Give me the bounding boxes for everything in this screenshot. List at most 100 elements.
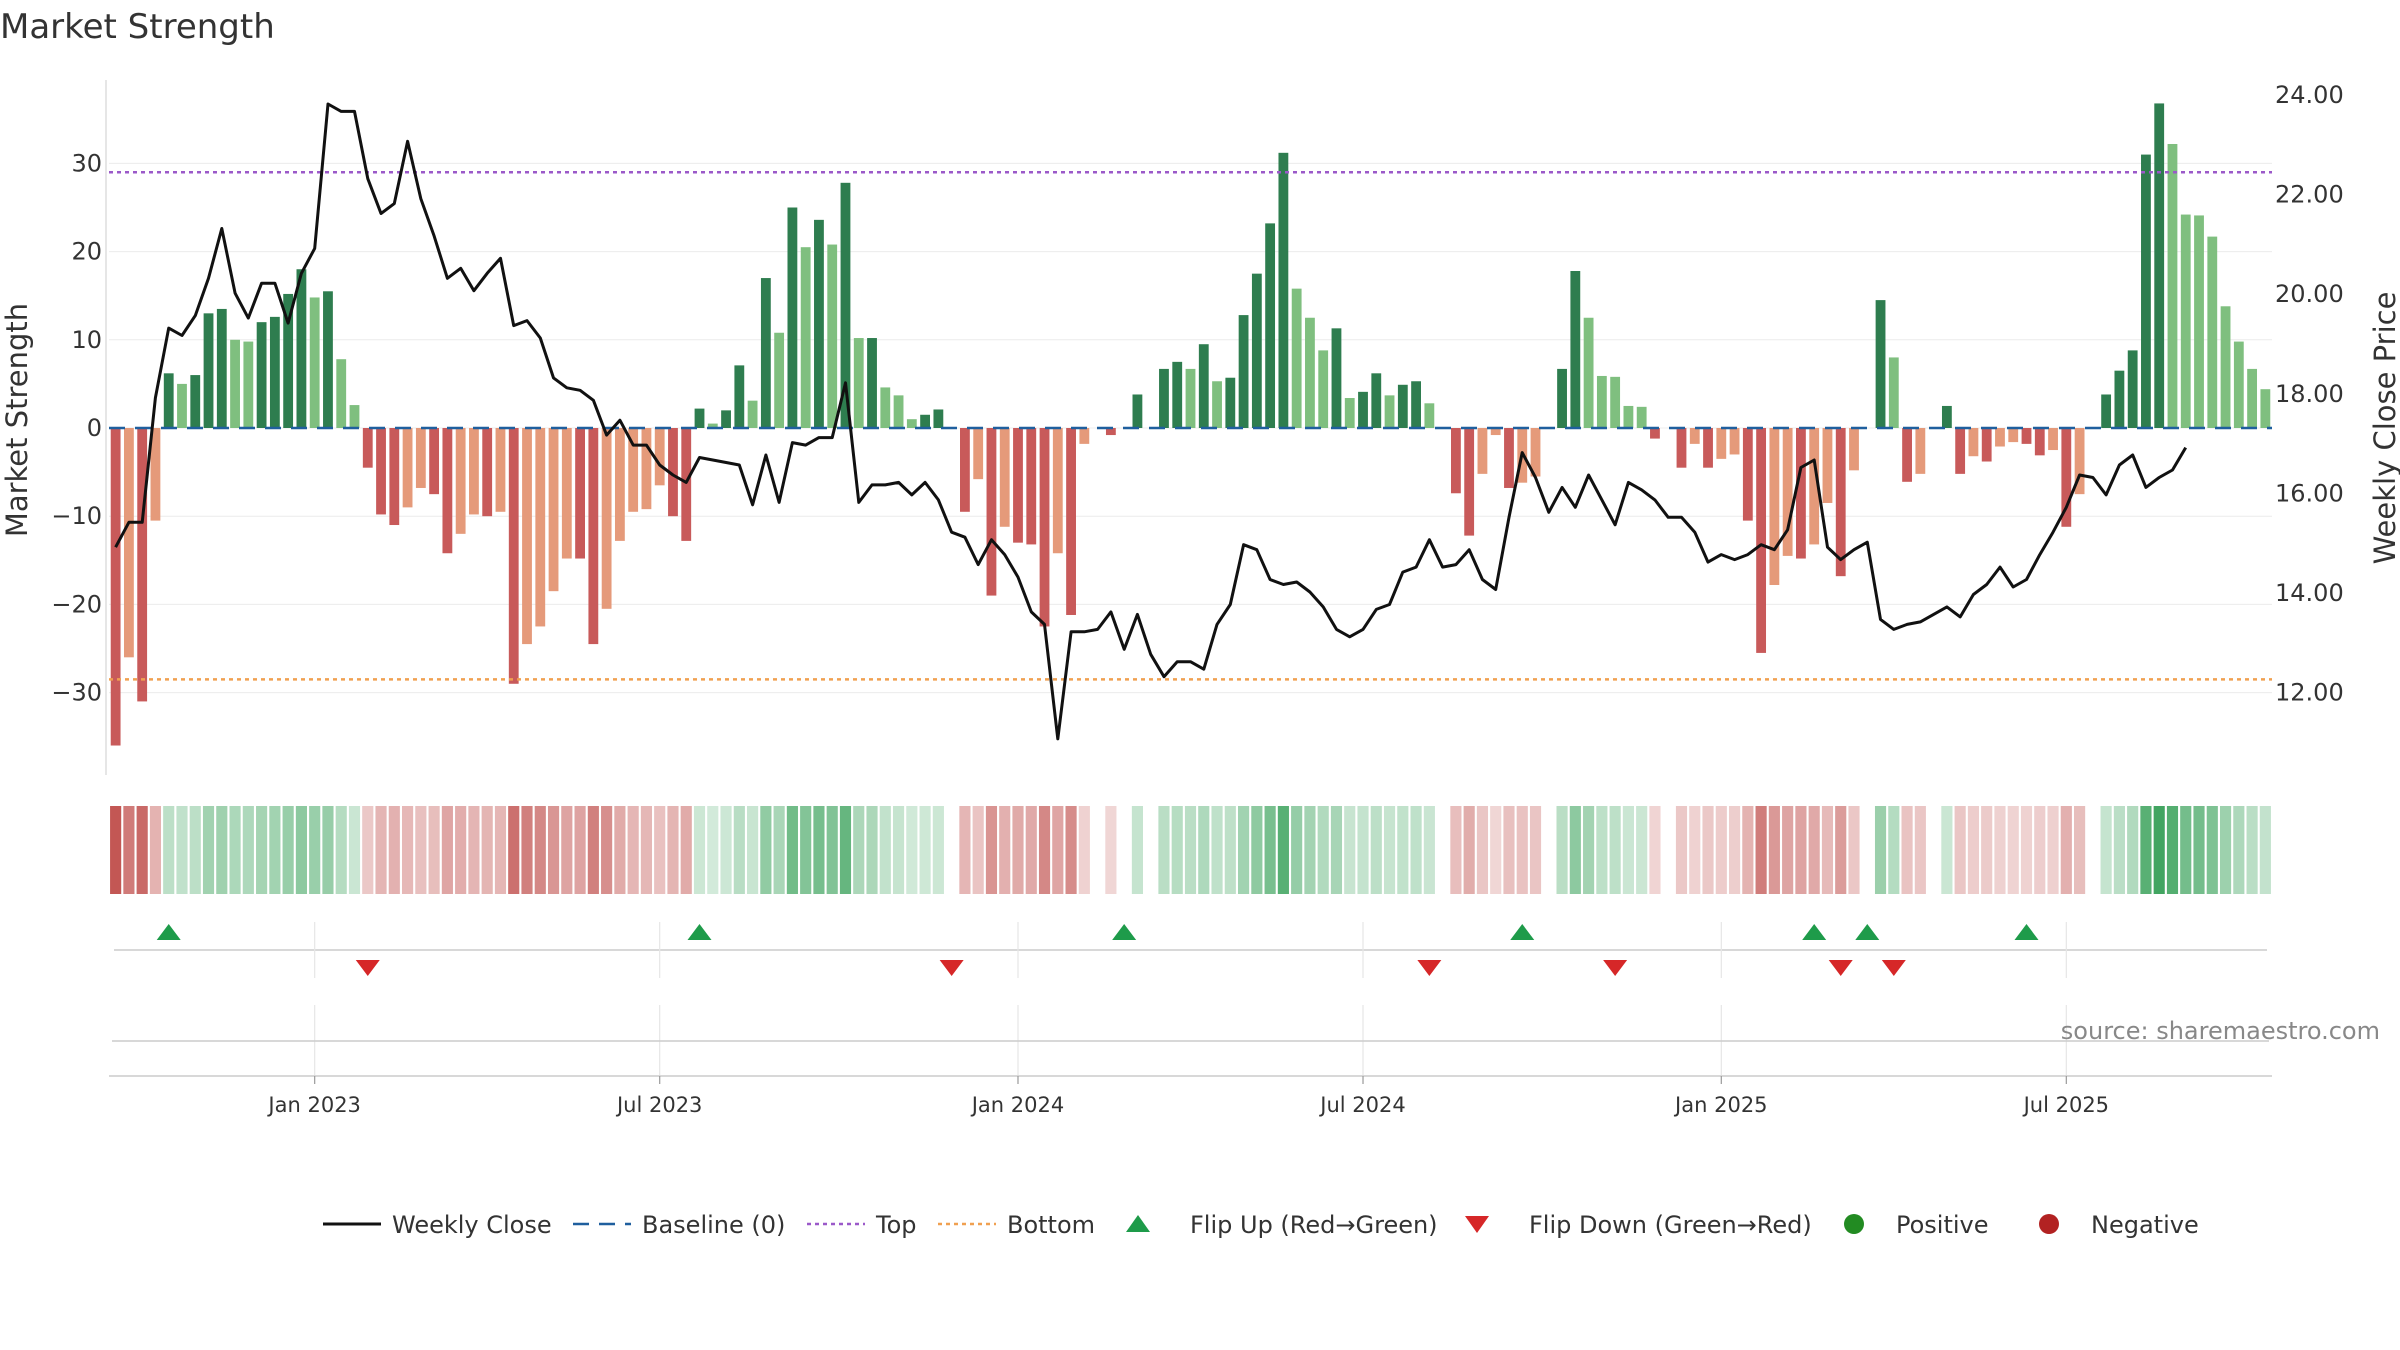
- strength-bar: [1596, 375, 1607, 428]
- heat-cell: [1981, 806, 1993, 894]
- flip-down-marker: [1828, 960, 1853, 976]
- strength-bar: [150, 428, 161, 521]
- heat-cell: [1583, 806, 1595, 894]
- right-tick-label: 16.00: [2275, 479, 2344, 507]
- heat-cell: [428, 806, 440, 894]
- date-tick-label: Jul 2025: [2022, 1093, 2109, 1117]
- heat-cell: [1715, 806, 1727, 894]
- strength-bar: [1265, 223, 1276, 428]
- strength-bar: [986, 428, 997, 596]
- heat-cell: [1397, 806, 1409, 894]
- heat-cell: [216, 806, 228, 894]
- heat-cell: [2193, 806, 2205, 894]
- strength-bar: [203, 313, 214, 428]
- right-tick-label: 14.00: [2275, 579, 2344, 607]
- left-axis-title: Market Strength: [0, 303, 34, 537]
- weekly-close-series: [114, 102, 2187, 741]
- heat-cell: [1941, 806, 1953, 894]
- strength-bar: [614, 428, 625, 541]
- heat-cell: [1596, 806, 1608, 894]
- strength-bar: [2034, 428, 2045, 456]
- heat-cell: [786, 806, 798, 894]
- heat-cell: [494, 806, 507, 894]
- strength-bar: [110, 428, 121, 746]
- strength-bar: [1623, 405, 1634, 428]
- strength-bar: [1424, 403, 1435, 428]
- heat-cell: [1078, 806, 1090, 894]
- strength-bar: [1278, 152, 1289, 429]
- strength-bar: [482, 428, 493, 517]
- heat-cell: [348, 806, 361, 894]
- heat-cell: [1131, 806, 1143, 894]
- strength-bar: [628, 428, 639, 512]
- strength-bar: [2008, 428, 2019, 443]
- heat-cell: [136, 806, 148, 894]
- strength-bar: [1636, 406, 1647, 428]
- heat-cell: [614, 806, 626, 894]
- heat-cell: [2233, 806, 2245, 894]
- heat-cell: [1622, 806, 1634, 894]
- legend-item: Bottom: [938, 1211, 1095, 1239]
- strength-bar: [641, 428, 652, 510]
- heat-cell: [680, 806, 692, 894]
- strength-bar: [256, 322, 267, 428]
- strength-bar: [442, 428, 453, 554]
- date-tick-label: Jan 2024: [970, 1093, 1065, 1117]
- left-tick-label: −20: [51, 590, 102, 618]
- left-tick-label: −10: [51, 502, 102, 530]
- strength-bar: [1875, 300, 1886, 428]
- strength-bar: [920, 414, 931, 428]
- strength-bar: [1450, 428, 1461, 494]
- heat-cell: [455, 806, 467, 894]
- strength-bar: [216, 308, 227, 428]
- flip-up-marker: [687, 924, 712, 940]
- legend: Weekly Close Baseline (0) Top Bottom Flip Up…: [323, 1211, 2199, 1239]
- heat-cell: [415, 806, 427, 894]
- strength-bar: [561, 428, 572, 559]
- strength-bar: [1305, 317, 1315, 428]
- heat-cell: [667, 806, 679, 894]
- strength-bar: [1689, 428, 1700, 444]
- heat-cell: [110, 806, 122, 894]
- heat-cell: [149, 806, 162, 894]
- flip-down-marker: [1417, 960, 1442, 976]
- heat-cell: [1835, 806, 1847, 894]
- strength-bar: [283, 293, 294, 428]
- heat-cell: [1901, 806, 1913, 894]
- right-tick-label: 20.00: [2275, 280, 2344, 308]
- heat-cell: [1410, 806, 1422, 894]
- strength-bar: [163, 373, 174, 428]
- heat-cell: [853, 806, 865, 894]
- heat-cell: [1211, 806, 1223, 894]
- strength-bar: [190, 375, 201, 428]
- heat-cell: [932, 806, 944, 894]
- heat-cell: [1198, 806, 1210, 894]
- heat-cell: [1848, 806, 1860, 894]
- strength-bar: [1742, 428, 1753, 521]
- heat-cell: [269, 806, 281, 894]
- legend-item: Negative: [2039, 1211, 2199, 1239]
- heat-cell: [1012, 806, 1024, 894]
- legend-label: Weekly Close: [392, 1211, 552, 1239]
- heat-cell: [2219, 806, 2232, 894]
- heat-cell: [879, 806, 891, 894]
- strength-bar: [787, 207, 798, 428]
- heat-cell: [906, 806, 918, 894]
- heat-cell: [813, 806, 825, 894]
- heat-cell: [999, 806, 1011, 894]
- flip-down-marker: [1881, 960, 1906, 976]
- strength-bar: [1650, 428, 1660, 439]
- strength-bar: [1198, 344, 1209, 428]
- heat-cell: [1954, 806, 1966, 894]
- strength-bar: [2061, 428, 2072, 527]
- lower-panel: [109, 1005, 2272, 1077]
- legend-label: Negative: [2091, 1211, 2199, 1239]
- date-axis-ticks: Jan 2023 Jul 2023 Jan 2024 Jul 2024 Jan 2025…: [266, 1076, 2109, 1117]
- heat-cell: [707, 806, 719, 894]
- heat-cell: [1423, 806, 1435, 894]
- heat-cell: [229, 806, 241, 894]
- heat-cell: [985, 806, 998, 894]
- legend-label: Flip Up (Red→Green): [1190, 1211, 1438, 1239]
- heat-cell: [601, 806, 613, 894]
- strength-bar: [2233, 341, 2244, 428]
